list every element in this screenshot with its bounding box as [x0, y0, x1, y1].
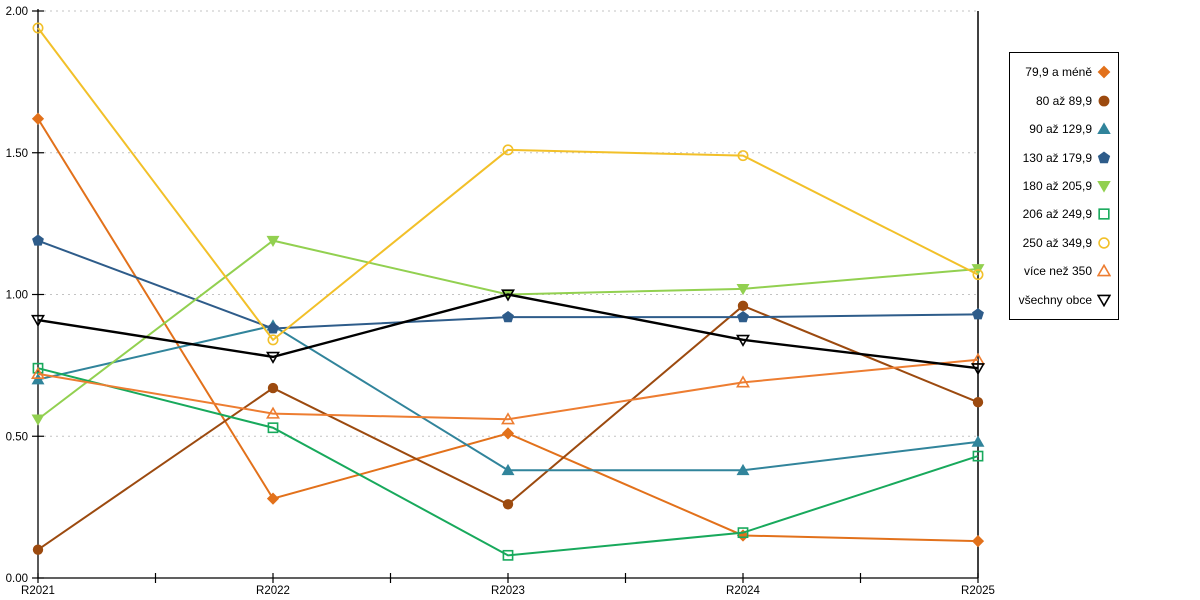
series-206-az-249-9 — [32, 362, 984, 561]
series-vsechny-obce — [31, 289, 985, 376]
legend-item: 79,9 a méně — [1014, 65, 1111, 79]
legend-item-label: 90 až 129,9 — [1029, 122, 1092, 137]
x-tick-label: R2025 — [961, 585, 995, 597]
legend-item: 80 až 89,9 — [1014, 94, 1111, 108]
legend-item-label: 180 až 205,9 — [1022, 178, 1092, 193]
triangle-down-outline-icon — [1097, 293, 1111, 307]
y-tick-label: 2.00 — [6, 6, 28, 18]
legend-item-label: 130 až 179,9 — [1022, 150, 1092, 165]
series-130-az-179-9 — [32, 234, 984, 334]
series-250-az-349-9 — [32, 22, 984, 346]
series-79-9-a-mene — [31, 112, 985, 548]
legend-item-label: všechny obce — [1018, 292, 1092, 307]
axes: 0.00 0.50 1.00 1.50 2.00 R2021 R2022 R2023 R2024… — [6, 6, 995, 597]
triangle-up-outline-icon — [1097, 264, 1111, 278]
legend-item-label: 250 až 349,9 — [1022, 235, 1092, 250]
pentagon-icon — [1097, 151, 1111, 165]
x-tick-label: R2023 — [491, 585, 525, 597]
legend-item-label: více než 350 — [1023, 264, 1092, 279]
legend-item: 250 až 349,9 — [1014, 236, 1111, 250]
circle-icon — [1097, 94, 1111, 108]
x-tick-label: R2022 — [256, 585, 290, 597]
y-tick-label: 0.00 — [6, 573, 28, 585]
legend-item: 130 až 179,9 — [1014, 151, 1111, 165]
triangle-down-icon — [1097, 179, 1111, 193]
circle-outline-icon — [1097, 236, 1111, 250]
legend-item: 206 až 249,9 — [1014, 207, 1111, 221]
y-tick-label: 1.00 — [6, 290, 28, 302]
legend-item-label: 79,9 a méně — [1025, 65, 1092, 80]
y-tick-label: 1.50 — [6, 148, 28, 160]
legend-item-label: 80 až 89,9 — [1035, 93, 1092, 108]
series-80-az-89-9 — [32, 300, 984, 555]
legend-item: 90 až 129,9 — [1014, 122, 1111, 136]
legend-item: více než 350 — [1014, 264, 1111, 278]
triangle-up-icon — [1097, 122, 1111, 136]
diamond-icon — [1097, 65, 1111, 79]
legend-item-label: 206 až 249,9 — [1022, 207, 1092, 222]
series-vice-nez-350 — [31, 352, 985, 425]
y-tick-label: 0.50 — [6, 431, 28, 443]
gridlines — [38, 10, 978, 437]
legend-item: 180 až 205,9 — [1014, 179, 1111, 193]
x-tick-label: R2024 — [726, 585, 760, 597]
square-outline-icon — [1097, 207, 1111, 221]
x-tick-label: R2021 — [21, 585, 55, 597]
legend-item: všechny obce — [1014, 293, 1111, 307]
chart-legend: 79,9 a méně 80 až 89,9 90 až 129,9 130 a… — [1009, 52, 1119, 320]
